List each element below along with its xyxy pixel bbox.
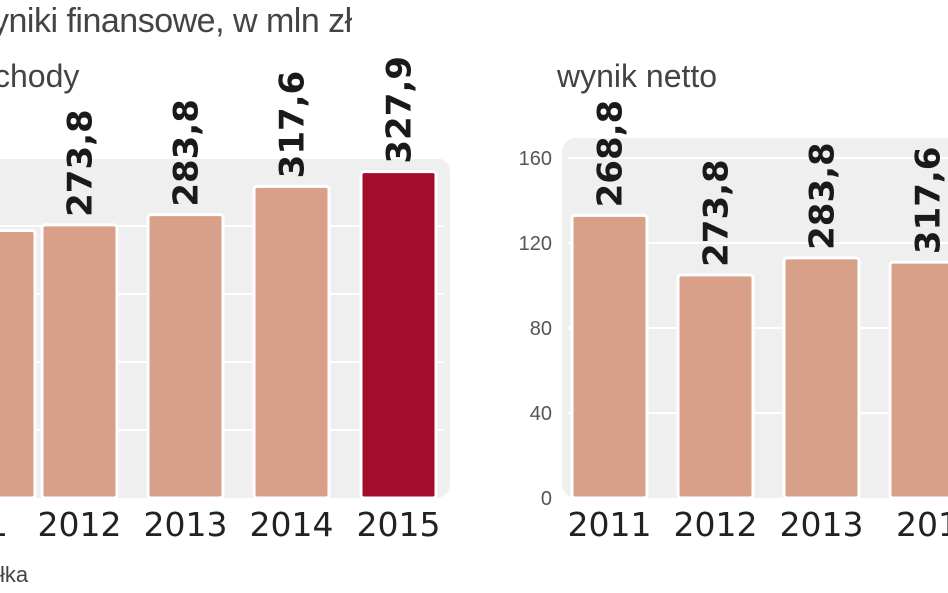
bar xyxy=(888,260,948,500)
x-category-label: 2015 xyxy=(357,505,441,544)
x-category-label: 1 xyxy=(0,505,8,544)
data-label: 273,8 xyxy=(697,159,737,267)
source-note: łka xyxy=(0,562,29,587)
x-category-label: 2013 xyxy=(780,505,864,544)
data-label: 317,6 xyxy=(909,147,948,255)
data-label: 283,8 xyxy=(803,142,843,250)
right-panel-title: wynik netto xyxy=(557,58,718,94)
right-panel: 0 40 80 120 160 268,8 2011 273,8 2012 283,8 2013 31… xyxy=(519,100,948,544)
x-category-label: 201 xyxy=(896,505,948,544)
chart-main-title: yniki finansowe, w mln zł xyxy=(0,2,352,40)
data-label: 327,9 xyxy=(380,56,420,164)
x-category-label: 2013 xyxy=(144,505,228,544)
data-label: 268,8 xyxy=(591,100,631,208)
x-category-label: 2012 xyxy=(674,505,758,544)
y-tick-label: 160 xyxy=(519,148,552,170)
left-panel-title: chody xyxy=(0,58,80,94)
bar xyxy=(146,213,225,500)
y-tick-label: 80 xyxy=(530,318,552,340)
x-category-label: 2014 xyxy=(250,505,334,544)
x-category-label: 2012 xyxy=(38,505,122,544)
y-tick-label: 0 xyxy=(541,488,552,510)
y-tick-label: 120 xyxy=(519,233,552,255)
bar xyxy=(570,213,649,500)
data-label: 317,6 xyxy=(273,71,313,179)
left-panel: 1 273,8 2012 283,8 2013 317,6 2014 327,9 2015 xyxy=(0,56,450,544)
y-tick-label: 40 xyxy=(530,403,552,425)
bar xyxy=(252,184,331,500)
x-category-label: 2011 xyxy=(568,505,652,544)
data-label: 283,8 xyxy=(167,99,207,207)
bar xyxy=(0,229,37,500)
bar xyxy=(40,223,119,500)
bar xyxy=(359,170,438,500)
bar xyxy=(676,273,755,500)
bar xyxy=(782,256,861,500)
data-label: 273,8 xyxy=(61,109,101,217)
